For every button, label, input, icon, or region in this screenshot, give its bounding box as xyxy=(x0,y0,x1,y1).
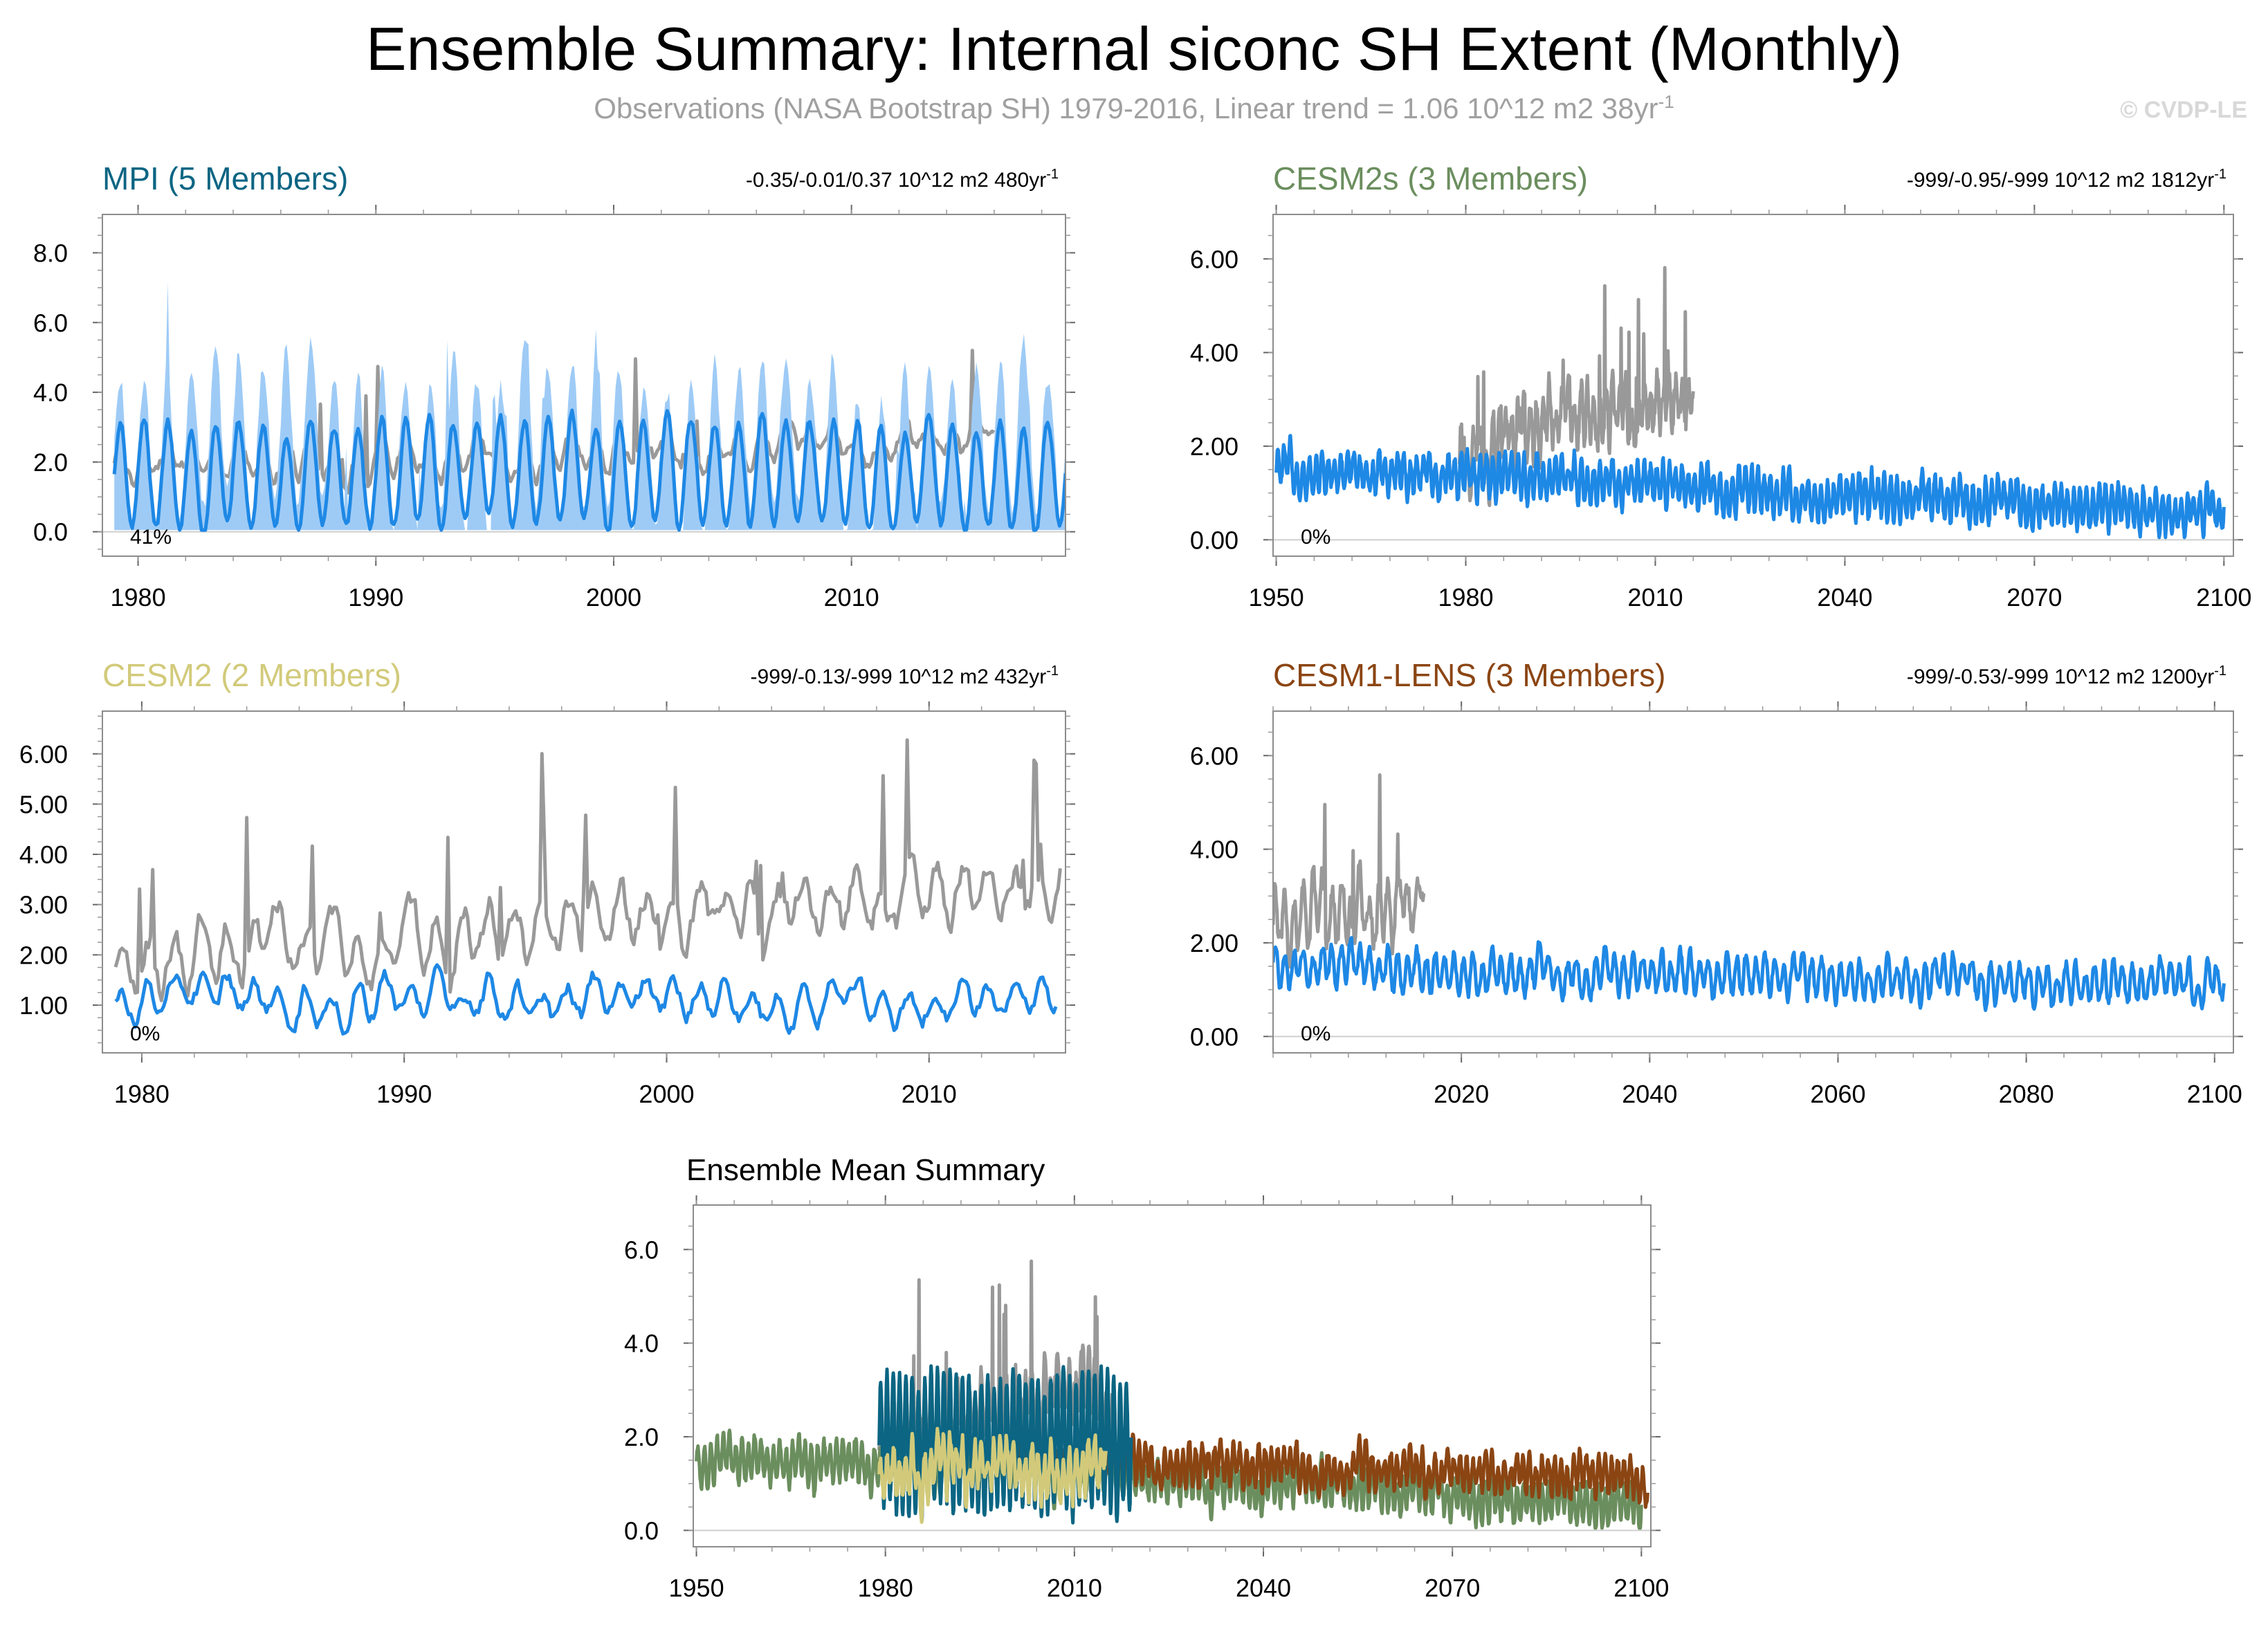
x-tick-label: 1950 xyxy=(669,1574,724,1602)
x-tick-label: 2000 xyxy=(586,583,641,612)
y-tick-label: 4.00 xyxy=(1190,339,1238,367)
x-tick-label: 2070 xyxy=(2006,583,2062,612)
x-tick-label: 2100 xyxy=(2196,583,2251,612)
chart-title: MPI (5 Members) xyxy=(102,160,348,196)
series-line xyxy=(112,408,1066,532)
y-tick-label: 4.00 xyxy=(19,840,68,869)
chart-stats-superscript: -1 xyxy=(1046,663,1059,679)
percent-label: 0% xyxy=(1301,526,1330,549)
x-tick-label: 2020 xyxy=(1434,1080,1489,1108)
x-tick-label: 2080 xyxy=(1999,1080,2054,1108)
y-tick-label: 6.00 xyxy=(1190,742,1238,770)
subtitle-superscript: -1 xyxy=(1658,91,1674,112)
y-tick-label: 4.0 xyxy=(33,378,68,407)
y-tick-label: 0.0 xyxy=(33,518,68,546)
plot-frame xyxy=(1272,214,2234,557)
chart-cesm1: CESM1-LENS (3 Members) -999/-0.53/-999 10… xyxy=(1190,657,2243,1108)
chart-title: CESM1-LENS (3 Members) xyxy=(1273,657,1665,693)
plot-frame xyxy=(693,1204,1652,1547)
x-tick-label: 2000 xyxy=(639,1080,694,1108)
chart-mpi: MPI (5 Members) -0.35/-0.01/0.37 10^12 m2… xyxy=(33,160,1075,612)
plot-frame xyxy=(102,710,1066,1054)
y-tick-label: 3.00 xyxy=(19,891,68,919)
subtitle-text: Observations (NASA Bootstrap SH) 1979-20… xyxy=(594,92,1658,125)
series-line xyxy=(1273,936,2226,1012)
x-tick-label: 2040 xyxy=(1622,1080,1677,1108)
y-tick-label: 2.00 xyxy=(1190,432,1238,461)
y-tick-label: 8.0 xyxy=(33,239,68,267)
y-tick-label: 2.00 xyxy=(1190,929,1238,957)
chart-mean: Ensemble Mean Summary 0.0 2.0 4.0 6.0 1950 198… xyxy=(624,1153,1669,1602)
y-tick-label: 2.0 xyxy=(33,448,68,477)
x-tick-label: 1980 xyxy=(858,1574,913,1602)
figure-subtitle: Observations (NASA Bootstrap SH) 1979-20… xyxy=(0,91,2268,125)
copyright: © CVDP-LE xyxy=(2120,97,2247,123)
chart-stats: -999/-0.53/-999 10^12 m2 1200yr-1 xyxy=(1907,663,2226,688)
x-tick-label: 2010 xyxy=(902,1080,957,1108)
plot-frame xyxy=(1272,710,2234,1054)
x-tick-label: 2040 xyxy=(1236,1574,1291,1602)
chart-cesm2: CESM2 (2 Members) -999/-0.13/-999 10^12 m… xyxy=(19,657,1075,1108)
x-tick-label: 2100 xyxy=(1613,1574,1669,1602)
series-line xyxy=(1457,266,1695,507)
x-tick-label: 2100 xyxy=(2187,1080,2242,1108)
chart-stats-superscript: -1 xyxy=(2214,663,2226,679)
chart-title: CESM2s (3 Members) xyxy=(1273,160,1588,196)
x-tick-label: 2060 xyxy=(1810,1080,1865,1108)
chart-stats: -999/-0.13/-999 10^12 m2 432yr-1 xyxy=(751,663,1059,688)
x-tick-label: 2040 xyxy=(1817,583,1872,612)
percent-label: 0% xyxy=(130,1022,160,1045)
y-tick-label: 0.00 xyxy=(1190,1022,1238,1051)
chart-stats: -0.35/-0.01/0.37 10^12 m2 480yr-1 xyxy=(746,167,1059,192)
chart-title: CESM2 (2 Members) xyxy=(102,657,401,693)
series-line xyxy=(1273,773,1426,969)
x-tick-label: 2010 xyxy=(1627,583,1683,612)
series-line xyxy=(877,1426,1108,1524)
chart-title: Ensemble Mean Summary xyxy=(686,1153,1045,1187)
x-tick-label: 2010 xyxy=(824,583,879,612)
y-tick-label: 6.0 xyxy=(33,309,68,337)
percent-label: 41% xyxy=(130,526,172,549)
y-tick-label: 0.00 xyxy=(1190,526,1238,554)
chart-stats: -999/-0.95/-999 10^12 m2 1812yr-1 xyxy=(1907,167,2226,192)
y-tick-label: 6.00 xyxy=(1190,245,1238,273)
y-tick-label: 4.00 xyxy=(1190,836,1238,864)
chart-stats-superscript: -1 xyxy=(2214,167,2226,182)
series-line xyxy=(113,738,1062,1002)
y-tick-label: 2.00 xyxy=(19,941,68,969)
y-tick-label: 0.0 xyxy=(624,1516,659,1545)
percent-label: 0% xyxy=(1301,1022,1330,1045)
plot-frame xyxy=(102,214,1066,557)
y-tick-label: 6.0 xyxy=(624,1235,659,1264)
x-tick-label: 2070 xyxy=(1425,1574,1480,1602)
figure-title: Ensemble Summary: Internal siconc SH Ext… xyxy=(365,15,1903,83)
series-line xyxy=(114,963,1058,1036)
x-tick-label: 1980 xyxy=(1438,583,1493,612)
x-tick-label: 1980 xyxy=(114,1080,170,1108)
x-tick-label: 1950 xyxy=(1249,583,1304,612)
x-tick-label: 1980 xyxy=(111,583,166,612)
series-line xyxy=(1274,434,2226,540)
chart-stats-superscript: -1 xyxy=(1046,167,1059,182)
y-tick-label: 5.00 xyxy=(19,790,68,818)
x-tick-label: 2010 xyxy=(1047,1574,1102,1602)
x-tick-label: 1990 xyxy=(348,583,403,612)
y-tick-label: 1.00 xyxy=(19,991,68,1020)
x-tick-label: 1990 xyxy=(376,1080,432,1108)
y-tick-label: 6.00 xyxy=(19,740,68,769)
y-tick-label: 4.0 xyxy=(624,1330,659,1358)
y-tick-label: 2.0 xyxy=(624,1423,659,1451)
chart-cesm2s: CESM2s (3 Members) -999/-0.95/-999 10^12 … xyxy=(1190,160,2251,612)
